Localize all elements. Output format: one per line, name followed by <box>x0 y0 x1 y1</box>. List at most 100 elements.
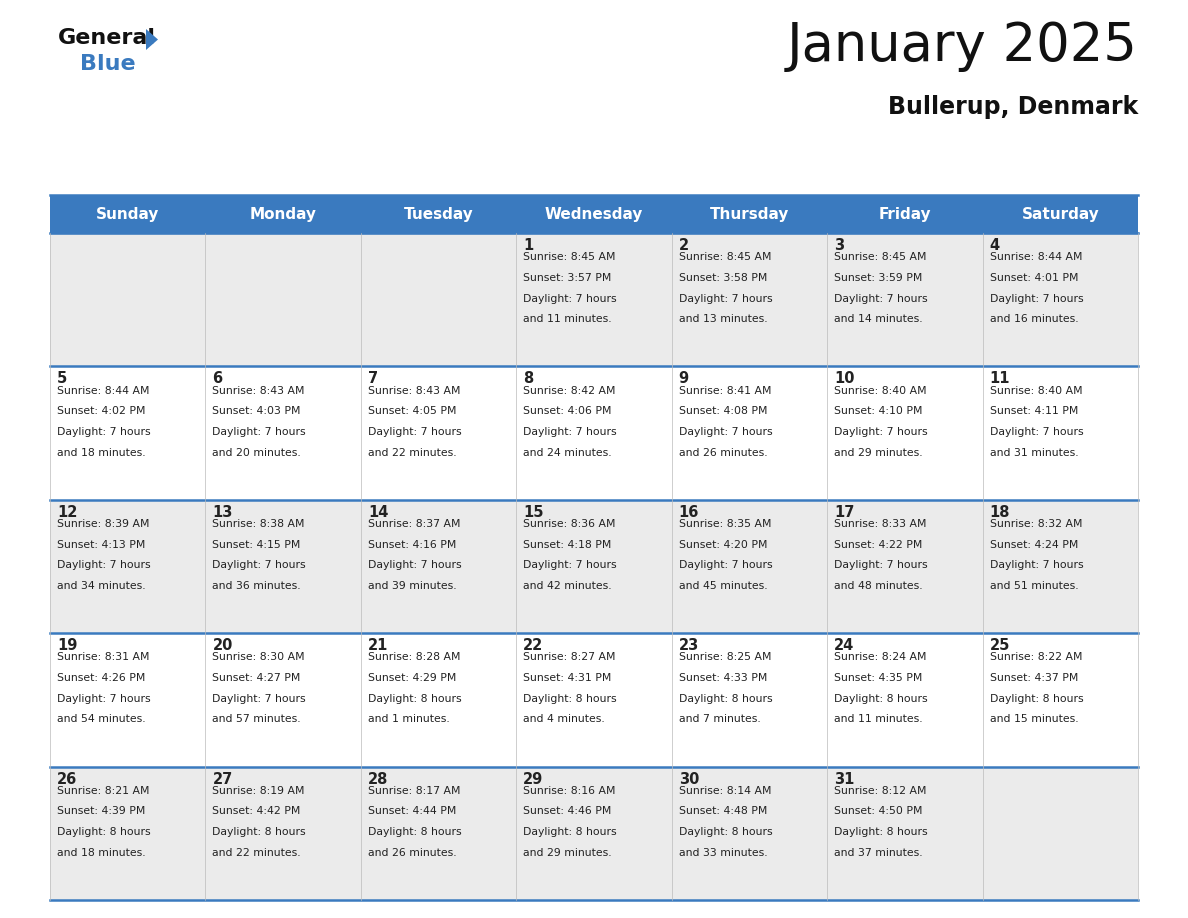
Text: Sunrise: 8:45 AM: Sunrise: 8:45 AM <box>523 252 615 263</box>
Text: Daylight: 8 hours: Daylight: 8 hours <box>213 827 307 837</box>
Text: Sunrise: 8:24 AM: Sunrise: 8:24 AM <box>834 653 927 663</box>
Text: Bullerup, Denmark: Bullerup, Denmark <box>887 95 1138 119</box>
Text: 11: 11 <box>990 372 1010 386</box>
Text: 18: 18 <box>990 505 1010 520</box>
Text: Daylight: 7 hours: Daylight: 7 hours <box>523 427 617 437</box>
Text: Saturday: Saturday <box>1022 207 1099 221</box>
Text: Sunset: 4:31 PM: Sunset: 4:31 PM <box>523 673 612 683</box>
Text: and 29 minutes.: and 29 minutes. <box>834 448 923 457</box>
Text: Daylight: 7 hours: Daylight: 7 hours <box>678 294 772 304</box>
Text: 30: 30 <box>678 772 699 787</box>
Text: 23: 23 <box>678 638 699 654</box>
Text: and 36 minutes.: and 36 minutes. <box>213 581 301 591</box>
Text: Sunrise: 8:36 AM: Sunrise: 8:36 AM <box>523 519 615 529</box>
Text: Sunset: 4:42 PM: Sunset: 4:42 PM <box>213 806 301 816</box>
Text: Sunset: 4:46 PM: Sunset: 4:46 PM <box>523 806 612 816</box>
Bar <box>50 233 1138 366</box>
Text: 20: 20 <box>213 638 233 654</box>
Text: 29: 29 <box>523 772 544 787</box>
Text: Sunset: 4:08 PM: Sunset: 4:08 PM <box>678 407 767 416</box>
Text: Daylight: 7 hours: Daylight: 7 hours <box>57 694 151 704</box>
Text: Sunset: 4:13 PM: Sunset: 4:13 PM <box>57 540 145 550</box>
Text: Sunset: 4:24 PM: Sunset: 4:24 PM <box>990 540 1078 550</box>
Text: 14: 14 <box>368 505 388 520</box>
Text: Daylight: 7 hours: Daylight: 7 hours <box>213 694 307 704</box>
Text: Sunrise: 8:39 AM: Sunrise: 8:39 AM <box>57 519 150 529</box>
Text: 17: 17 <box>834 505 854 520</box>
Text: Sunset: 4:16 PM: Sunset: 4:16 PM <box>368 540 456 550</box>
Text: and 51 minutes.: and 51 minutes. <box>990 581 1079 591</box>
Text: Sunrise: 8:19 AM: Sunrise: 8:19 AM <box>213 786 305 796</box>
Text: and 15 minutes.: and 15 minutes. <box>990 714 1079 724</box>
Bar <box>50 633 1138 767</box>
Text: Sunrise: 8:22 AM: Sunrise: 8:22 AM <box>990 653 1082 663</box>
Text: Sunset: 4:01 PM: Sunset: 4:01 PM <box>990 273 1078 283</box>
Text: Sunset: 3:59 PM: Sunset: 3:59 PM <box>834 273 923 283</box>
Text: Sunrise: 8:42 AM: Sunrise: 8:42 AM <box>523 386 615 396</box>
Text: and 48 minutes.: and 48 minutes. <box>834 581 923 591</box>
Text: 5: 5 <box>57 372 68 386</box>
Text: Sunset: 4:10 PM: Sunset: 4:10 PM <box>834 407 923 416</box>
Text: Sunrise: 8:17 AM: Sunrise: 8:17 AM <box>368 786 461 796</box>
Text: 27: 27 <box>213 772 233 787</box>
Text: and 22 minutes.: and 22 minutes. <box>213 848 301 857</box>
Text: and 37 minutes.: and 37 minutes. <box>834 848 923 857</box>
Text: Blue: Blue <box>80 54 135 74</box>
Text: Sunrise: 8:44 AM: Sunrise: 8:44 AM <box>990 252 1082 263</box>
Text: Sunday: Sunday <box>96 207 159 221</box>
Text: Sunrise: 8:45 AM: Sunrise: 8:45 AM <box>678 252 771 263</box>
Bar <box>50 195 1138 233</box>
Text: Daylight: 8 hours: Daylight: 8 hours <box>990 694 1083 704</box>
Text: Sunset: 3:58 PM: Sunset: 3:58 PM <box>678 273 767 283</box>
Text: and 22 minutes.: and 22 minutes. <box>368 448 456 457</box>
Text: 1: 1 <box>523 238 533 253</box>
Text: 6: 6 <box>213 372 222 386</box>
Text: Sunrise: 8:28 AM: Sunrise: 8:28 AM <box>368 653 461 663</box>
Text: Daylight: 7 hours: Daylight: 7 hours <box>834 560 928 570</box>
Text: and 29 minutes.: and 29 minutes. <box>523 848 612 857</box>
Text: Sunrise: 8:41 AM: Sunrise: 8:41 AM <box>678 386 771 396</box>
Text: Daylight: 7 hours: Daylight: 7 hours <box>834 294 928 304</box>
Text: 15: 15 <box>523 505 544 520</box>
Text: January 2025: January 2025 <box>788 20 1138 72</box>
Text: Monday: Monday <box>249 207 317 221</box>
Text: and 31 minutes.: and 31 minutes. <box>990 448 1079 457</box>
Text: Daylight: 7 hours: Daylight: 7 hours <box>213 560 307 570</box>
Text: 19: 19 <box>57 638 77 654</box>
Text: Sunset: 4:48 PM: Sunset: 4:48 PM <box>678 806 767 816</box>
Text: 13: 13 <box>213 505 233 520</box>
Text: Friday: Friday <box>879 207 931 221</box>
Text: and 26 minutes.: and 26 minutes. <box>368 848 456 857</box>
Text: 4: 4 <box>990 238 999 253</box>
Text: 2: 2 <box>678 238 689 253</box>
Text: Sunset: 4:15 PM: Sunset: 4:15 PM <box>213 540 301 550</box>
Text: Sunset: 4:44 PM: Sunset: 4:44 PM <box>368 806 456 816</box>
Text: Daylight: 8 hours: Daylight: 8 hours <box>834 694 928 704</box>
Text: and 7 minutes.: and 7 minutes. <box>678 714 760 724</box>
Text: Sunset: 4:11 PM: Sunset: 4:11 PM <box>990 407 1078 416</box>
Text: Sunset: 3:57 PM: Sunset: 3:57 PM <box>523 273 612 283</box>
Text: Sunrise: 8:43 AM: Sunrise: 8:43 AM <box>213 386 305 396</box>
Text: Sunset: 4:22 PM: Sunset: 4:22 PM <box>834 540 923 550</box>
Text: Sunset: 4:27 PM: Sunset: 4:27 PM <box>213 673 301 683</box>
Text: 10: 10 <box>834 372 854 386</box>
Text: Sunrise: 8:44 AM: Sunrise: 8:44 AM <box>57 386 150 396</box>
Text: Daylight: 7 hours: Daylight: 7 hours <box>678 560 772 570</box>
Text: 28: 28 <box>368 772 388 787</box>
Text: and 26 minutes.: and 26 minutes. <box>678 448 767 457</box>
Text: Sunrise: 8:45 AM: Sunrise: 8:45 AM <box>834 252 927 263</box>
Text: 9: 9 <box>678 372 689 386</box>
Text: Sunrise: 8:30 AM: Sunrise: 8:30 AM <box>213 653 305 663</box>
Text: and 42 minutes.: and 42 minutes. <box>523 581 612 591</box>
Text: Sunset: 4:03 PM: Sunset: 4:03 PM <box>213 407 301 416</box>
Text: Sunset: 4:50 PM: Sunset: 4:50 PM <box>834 806 923 816</box>
Text: Daylight: 7 hours: Daylight: 7 hours <box>57 560 151 570</box>
Text: 26: 26 <box>57 772 77 787</box>
Text: Sunrise: 8:12 AM: Sunrise: 8:12 AM <box>834 786 927 796</box>
Bar <box>50 499 1138 633</box>
Text: Sunrise: 8:27 AM: Sunrise: 8:27 AM <box>523 653 615 663</box>
Text: Sunrise: 8:25 AM: Sunrise: 8:25 AM <box>678 653 771 663</box>
Text: Sunset: 4:26 PM: Sunset: 4:26 PM <box>57 673 145 683</box>
Text: and 18 minutes.: and 18 minutes. <box>57 848 146 857</box>
Text: Daylight: 7 hours: Daylight: 7 hours <box>678 427 772 437</box>
